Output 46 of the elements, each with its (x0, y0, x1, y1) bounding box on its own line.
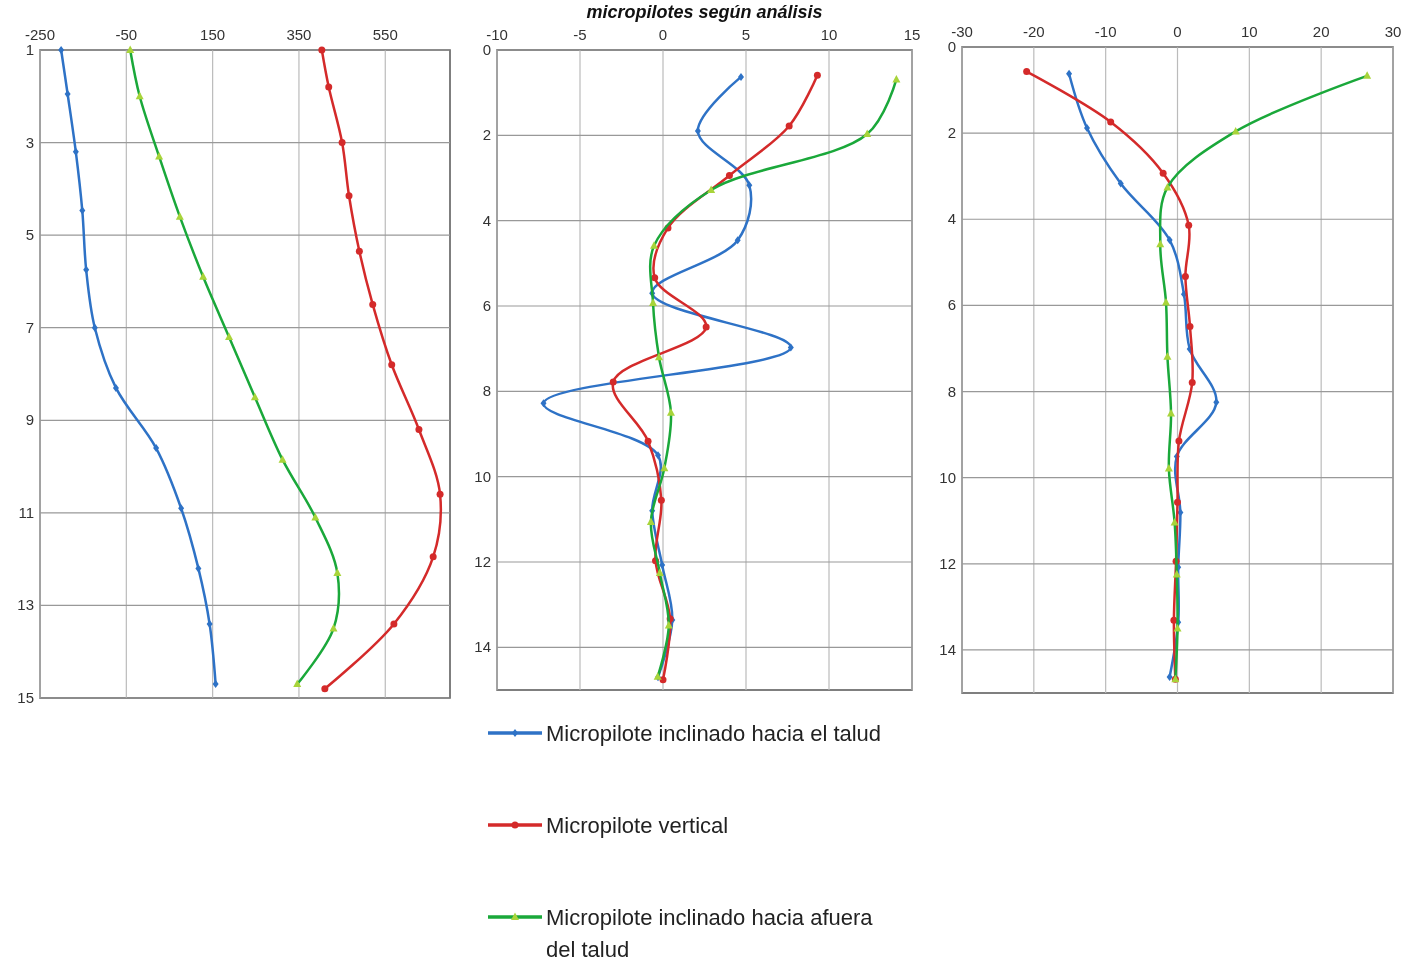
x-tick-label: -10 (1094, 23, 1117, 40)
x-tick-label: 350 (286, 26, 312, 43)
x-tick-label: 10 (1240, 23, 1258, 40)
y-tick-label: 14 (474, 638, 491, 656)
y-tick-label: 8 (947, 382, 956, 400)
y-tick-label: 4 (482, 211, 491, 229)
x-tick-label: -5 (573, 26, 587, 43)
x-tick-label: -50 (115, 26, 138, 43)
y-tick-label: 10 (474, 467, 491, 485)
y-tick-label: 6 (482, 297, 491, 314)
x-tick-label: 15 (903, 26, 921, 43)
x-tick-label: 150 (200, 26, 226, 43)
y-tick-label: 12 (939, 554, 956, 572)
y-tick-label: 12 (474, 553, 491, 570)
y-tick-label: 3 (25, 133, 34, 151)
legend-label: Micropilote vertical (546, 813, 729, 838)
y-tick-label: 13 (17, 596, 34, 614)
y-tick-label: 0 (947, 38, 956, 55)
y-tick-label: 1 (25, 41, 34, 58)
chart-title: micropilotes según análisis (586, 2, 823, 22)
x-tick-label: 5 (741, 26, 751, 43)
x-tick-label: 0 (1173, 23, 1182, 40)
x-tick-label: 0 (658, 26, 668, 43)
legend-label: Micropilote inclinado hacia afuera del talud (546, 905, 874, 962)
y-tick-label: 2 (482, 126, 491, 144)
x-tick-label: -20 (1022, 23, 1045, 40)
y-tick-label: 14 (939, 640, 956, 658)
x-tick-label: 550 (372, 26, 398, 43)
x-tick-label: 10 (820, 26, 838, 43)
y-tick-label: 6 (947, 296, 956, 314)
x-tick-label: 20 (1312, 23, 1330, 40)
y-tick-label: 10 (939, 468, 956, 486)
y-tick-label: 11 (18, 503, 34, 521)
y-tick-label: 2 (947, 124, 956, 142)
y-tick-label: 5 (25, 226, 34, 244)
y-tick-label: 15 (17, 689, 34, 706)
legend-label: Micropilote inclinado hacia el talud (546, 721, 882, 746)
y-tick-label: 7 (25, 318, 34, 336)
x-tick-label: -250 (24, 26, 56, 43)
x-tick-label: 30 (1384, 23, 1402, 40)
x-tick-label: -30 (951, 23, 973, 40)
x-tick-label: -10 (486, 26, 508, 43)
y-tick-label: 9 (25, 411, 34, 429)
y-tick-label: 4 (947, 210, 956, 228)
y-tick-label: 0 (482, 41, 491, 58)
y-tick-label: 8 (482, 382, 491, 400)
